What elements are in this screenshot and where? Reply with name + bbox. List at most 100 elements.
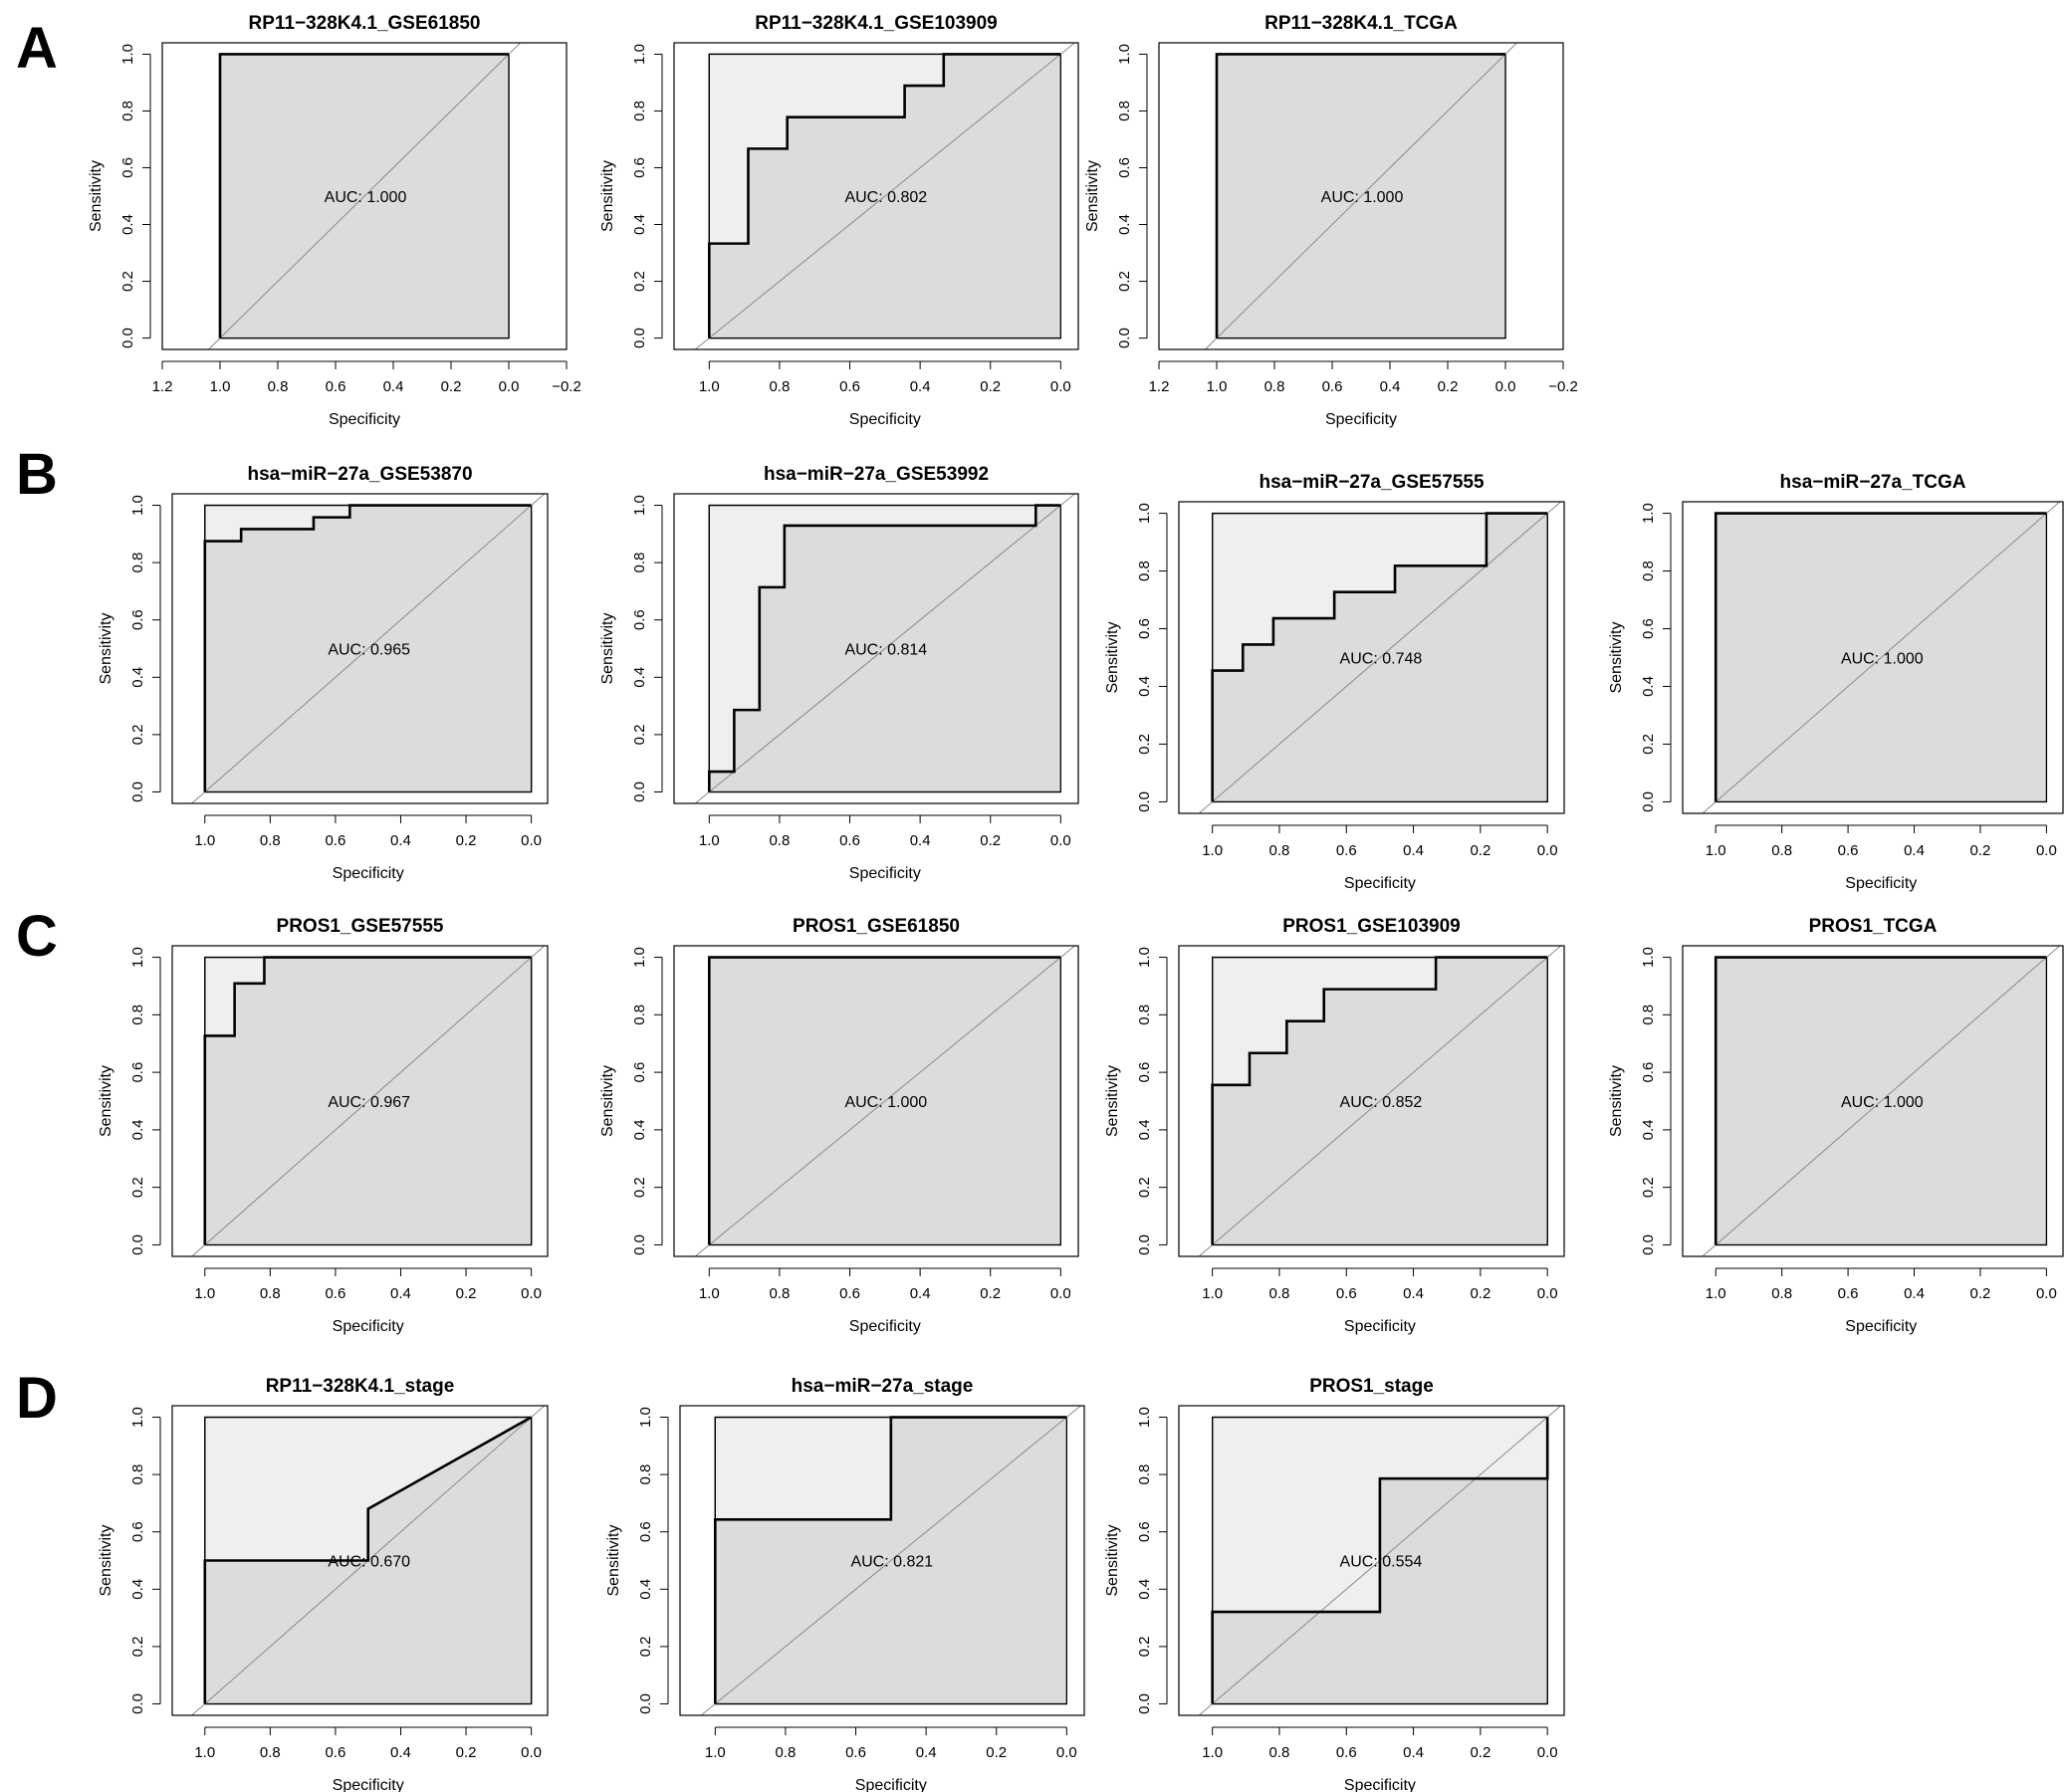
x-tick-label: 0.8 [260,1744,281,1761]
chart-title: hsa−miR−27a_GSE53992 [764,464,989,485]
x-tick-label: 0.6 [326,378,346,395]
y-tick-label: 0.6 [631,609,648,630]
chart-title: hsa−miR−27a_stage [792,1376,974,1397]
panel-label-d: D [16,1366,58,1431]
y-tick-label: 0.0 [637,1693,654,1714]
x-tick-label: 0.8 [268,378,289,395]
x-tick-label: 1.0 [1706,1285,1726,1302]
x-tick-label: 0.4 [910,832,931,849]
y-tick-label: 0.2 [129,1177,146,1198]
chart-title: RP11−328K4.1_stage [266,1376,455,1397]
x-tick-label: 0.4 [390,1285,411,1302]
x-tick-label: 1.2 [152,378,173,395]
plot-frame [673,945,1079,1257]
roc-chart-12: RP11−328K4.1_stage AUC: 0.670 1.0 0.8 0.6 0.4… [98,1376,549,1792]
diagonal-reference-line [694,945,1075,1257]
y-tick-label: 0.2 [1640,1177,1657,1198]
roc-chart-5: hsa−miR−27a_GSE53992 AUC: 0.814 1.0 0.8 0.6 0… [599,464,1079,882]
x-tick-label: 1.0 [705,1744,726,1761]
diagonal-reference-line [694,493,1075,804]
y-tick-label: 1.0 [1116,44,1133,65]
y-tick-label: 0.0 [1136,1693,1153,1714]
y-tick-label: 0.4 [119,214,136,235]
y-tick-label: 0.8 [1640,1005,1657,1025]
x-tick-label: 0.8 [769,378,790,395]
roc-curve [714,1416,1067,1704]
x-tick-label: 0.4 [390,1744,411,1761]
auc-label: AUC: 0.821 [850,1554,933,1571]
x-tick-label: 0.4 [910,378,931,395]
y-tick-label: 0.0 [1136,1234,1153,1255]
y-tick-label: 0.4 [129,667,146,688]
chart-title: PROS1_stage [1309,1376,1434,1397]
plot-frame [171,1405,549,1716]
y-tick-label: 0.8 [1136,560,1153,581]
x-tick-label: 0.6 [839,1285,860,1302]
diagonal-reference-line [1198,501,1561,814]
x-tick-label: 1.0 [699,832,720,849]
chart-title: PROS1_TCGA [1809,916,1938,937]
x-tick-label: 1.0 [194,832,215,849]
x-tick-label: 0.8 [1771,1285,1792,1302]
x-tick-label: 0.4 [1403,842,1424,859]
x-axis-label: Specificity [1845,1318,1917,1335]
chart-title: RP11−328K4.1_GSE103909 [755,13,998,34]
roc-chart-3: RP11−328K4.1_TCGA AUC: 1.000 1.2 1.0 0.8 0.6 0… [1084,13,1578,428]
y-tick-label: 0.4 [631,667,648,688]
x-axis-label: Specificity [1344,875,1416,892]
x-tick-label: 0.2 [441,378,462,395]
auc-label: AUC: 0.967 [328,1094,410,1111]
roc-curve [708,956,1061,1245]
y-tick-label: 0.8 [1640,560,1657,581]
x-tick-label: 0.0 [521,1744,542,1761]
x-tick-label: 0.8 [1269,1285,1290,1302]
x-tick-label: 0.0 [1495,378,1516,395]
x-tick-label: 0.2 [1470,842,1491,859]
plot-frame [1158,42,1564,350]
y-axis-label: Sensitivity [1608,1065,1625,1137]
y-tick-label: 0.2 [631,271,648,292]
y-axis-label: Sensitivity [1104,621,1121,693]
x-tick-label: 0.8 [769,832,790,849]
x-tick-label: 0.4 [1904,842,1925,859]
y-axis-label: Sensitivity [1104,1065,1121,1137]
roc-square-border [708,504,1061,793]
x-tick-label: 0.0 [1050,1285,1071,1302]
auc-label: AUC: 0.814 [844,642,927,659]
y-tick-label: 0.6 [1116,157,1133,178]
roc-curve [1211,956,1548,1245]
x-tick-label: 0.6 [1336,842,1357,859]
y-tick-label: 0.0 [631,1234,648,1255]
diagonal-reference-line [1702,501,2061,814]
y-tick-label: 0.2 [631,724,648,745]
y-tick-label: 1.0 [631,44,648,65]
auc-label: AUC: 0.852 [1340,1094,1423,1111]
x-tick-label: 1.0 [1202,1285,1223,1302]
x-tick-label: 0.2 [980,1285,1001,1302]
y-tick-label: 0.4 [129,1119,146,1140]
y-tick-label: 0.4 [1640,676,1657,697]
x-tick-label: 0.6 [839,378,860,395]
x-tick-label: 1.0 [1202,1744,1223,1761]
roc-curve [1714,512,2047,802]
y-tick-label: 1.0 [129,1407,146,1428]
diagonal-reference-line [208,42,521,350]
x-tick-label: 0.8 [260,1285,281,1302]
chart-title: RP11−328K4.1_GSE61850 [249,13,481,34]
roc-curve [1215,53,1505,338]
auc-label: AUC: 0.965 [328,642,410,659]
y-tick-label: 0.8 [637,1464,654,1485]
y-tick-label: 0.2 [637,1636,654,1657]
y-tick-label: 1.0 [1136,503,1153,524]
y-tick-label: 0.2 [1136,1636,1153,1657]
y-tick-label: 0.8 [119,101,136,121]
x-axis-label: Specificity [333,865,404,882]
y-axis-label: Sensitivity [1104,1524,1121,1596]
y-tick-label: 0.6 [1136,1062,1153,1083]
y-tick-label: 0.4 [1136,1579,1153,1600]
x-tick-label: 0.4 [910,1285,931,1302]
y-tick-label: 0.8 [1136,1464,1153,1485]
y-tick-label: 0.6 [1136,1521,1153,1542]
auc-label: AUC: 1.000 [1841,651,1924,668]
